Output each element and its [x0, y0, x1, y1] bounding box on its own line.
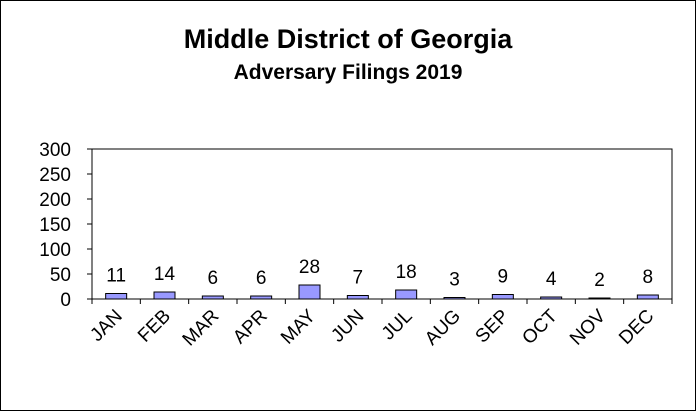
- y-tick-label: 100: [39, 240, 71, 261]
- x-tick-label-oct: OCT: [518, 305, 561, 348]
- data-label-jun: 7: [353, 268, 364, 289]
- data-label-jul: 18: [396, 262, 417, 283]
- x-tick-label-jun: JUN: [327, 306, 368, 347]
- bar-may: [298, 284, 321, 300]
- data-label-apr: 6: [256, 268, 267, 289]
- x-tick-label-sep: SEP: [472, 306, 514, 348]
- data-label-oct: 4: [546, 269, 557, 290]
- bar-feb: [153, 291, 176, 300]
- bar-aug: [443, 297, 466, 300]
- x-tick-label-aug: AUG: [421, 306, 465, 350]
- y-tick-label: 150: [39, 215, 71, 236]
- data-label-jan: 11: [106, 266, 126, 287]
- x-tick-label-apr: APR: [229, 306, 271, 348]
- x-tick-label-may: MAY: [277, 305, 320, 348]
- plot-area: [91, 148, 673, 300]
- data-label-may: 28: [299, 257, 320, 278]
- bar-sep: [491, 294, 514, 300]
- y-tick-label: 0: [60, 290, 71, 311]
- bars: [105, 284, 659, 300]
- x-tick-label-mar: MAR: [179, 306, 224, 351]
- bar-apr: [250, 295, 273, 300]
- data-label-aug: 3: [449, 270, 460, 291]
- x-tick-label-nov: NOV: [566, 305, 610, 349]
- bar-dec: [636, 294, 659, 300]
- bar-jul: [395, 289, 418, 300]
- data-label-feb: 14: [154, 264, 176, 285]
- chart-subtitle: Adversary Filings 2019: [234, 61, 463, 84]
- x-tick-label-feb: FEB: [134, 306, 175, 347]
- data-label-mar: 6: [208, 268, 219, 289]
- data-label-sep: 9: [498, 267, 509, 288]
- bar-jan: [105, 293, 128, 300]
- data-label-dec: 8: [643, 267, 654, 288]
- y-tick-label: 200: [39, 190, 71, 211]
- bar-nov: [588, 297, 611, 300]
- data-labels: 11 14 6 628 7 18 3 9 4 2 8: [106, 257, 653, 291]
- x-tick-label-dec: DEC: [615, 306, 658, 349]
- y-axis: 0 50 100 150 200 250 300: [39, 140, 92, 311]
- data-label-nov: 2: [594, 270, 605, 291]
- chart-title: Middle District of Georgia: [184, 24, 514, 54]
- x-tick-label-jan: JAN: [86, 306, 126, 346]
- x-axis: JAN FEB MAR APR MAY JUN JUL AUG SEP OCT NOV DEC: [86, 299, 673, 351]
- bar-jun: [346, 295, 369, 300]
- y-tick-label: 50: [50, 265, 71, 286]
- bar-mar: [201, 295, 224, 300]
- x-tick-label-jul: JUL: [378, 306, 417, 345]
- bar-oct: [540, 296, 563, 300]
- y-tick-label: 250: [39, 165, 71, 186]
- y-tick-label: 300: [39, 140, 71, 161]
